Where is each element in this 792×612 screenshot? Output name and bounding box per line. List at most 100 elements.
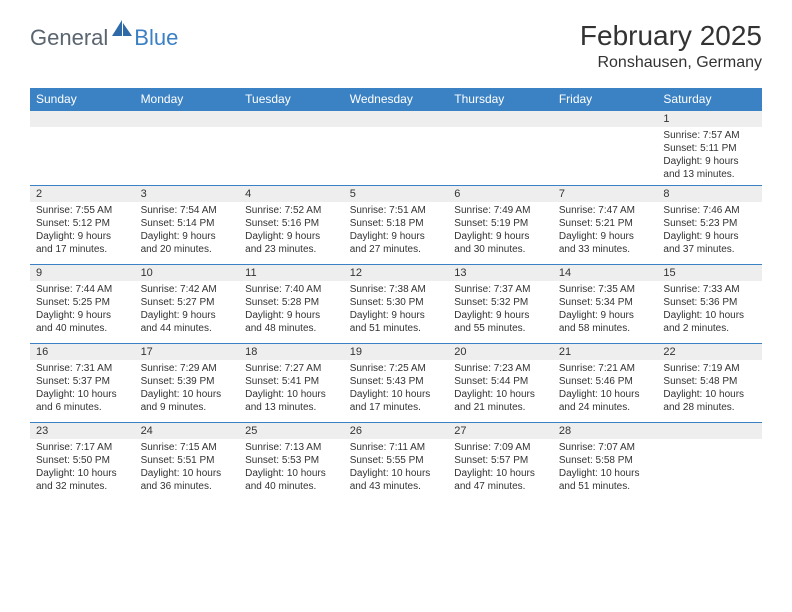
day-number: 26 xyxy=(344,423,449,439)
sunrise-text: Sunrise: 7:33 AM xyxy=(663,283,756,296)
day-body: Sunrise: 7:49 AMSunset: 5:19 PMDaylight:… xyxy=(448,202,553,260)
sunset-text: Sunset: 5:23 PM xyxy=(663,217,756,230)
day-body: Sunrise: 7:23 AMSunset: 5:44 PMDaylight:… xyxy=(448,360,553,418)
day-cell: 16Sunrise: 7:31 AMSunset: 5:37 PMDayligh… xyxy=(30,344,135,422)
day-cell xyxy=(448,111,553,185)
day-number xyxy=(448,111,553,127)
day-body: Sunrise: 7:29 AMSunset: 5:39 PMDaylight:… xyxy=(135,360,240,418)
logo-text-general: General xyxy=(30,25,108,51)
day-number: 24 xyxy=(135,423,240,439)
daylight-text: Daylight: 10 hours and 43 minutes. xyxy=(350,467,443,493)
daylight-text: Daylight: 10 hours and 6 minutes. xyxy=(36,388,129,414)
day-body: Sunrise: 7:40 AMSunset: 5:28 PMDaylight:… xyxy=(239,281,344,339)
day-cell: 17Sunrise: 7:29 AMSunset: 5:39 PMDayligh… xyxy=(135,344,240,422)
day-cell: 18Sunrise: 7:27 AMSunset: 5:41 PMDayligh… xyxy=(239,344,344,422)
sunset-text: Sunset: 5:44 PM xyxy=(454,375,547,388)
day-cell: 13Sunrise: 7:37 AMSunset: 5:32 PMDayligh… xyxy=(448,265,553,343)
sunrise-text: Sunrise: 7:46 AM xyxy=(663,204,756,217)
day-number: 15 xyxy=(657,265,762,281)
daylight-text: Daylight: 9 hours and 20 minutes. xyxy=(141,230,234,256)
day-number: 27 xyxy=(448,423,553,439)
day-cell xyxy=(239,111,344,185)
daylight-text: Daylight: 10 hours and 40 minutes. xyxy=(245,467,338,493)
daylight-text: Daylight: 9 hours and 13 minutes. xyxy=(663,155,756,181)
sunrise-text: Sunrise: 7:42 AM xyxy=(141,283,234,296)
day-number: 28 xyxy=(553,423,658,439)
day-number xyxy=(657,423,762,439)
sunset-text: Sunset: 5:21 PM xyxy=(559,217,652,230)
daylight-text: Daylight: 10 hours and 36 minutes. xyxy=(141,467,234,493)
day-cell: 21Sunrise: 7:21 AMSunset: 5:46 PMDayligh… xyxy=(553,344,658,422)
dow-cell: Thursday xyxy=(448,88,553,110)
day-number: 5 xyxy=(344,186,449,202)
day-number: 9 xyxy=(30,265,135,281)
sunset-text: Sunset: 5:12 PM xyxy=(36,217,129,230)
day-body: Sunrise: 7:09 AMSunset: 5:57 PMDaylight:… xyxy=(448,439,553,497)
day-number: 10 xyxy=(135,265,240,281)
sunset-text: Sunset: 5:11 PM xyxy=(663,142,756,155)
daylight-text: Daylight: 9 hours and 58 minutes. xyxy=(559,309,652,335)
day-number: 7 xyxy=(553,186,658,202)
sunset-text: Sunset: 5:48 PM xyxy=(663,375,756,388)
day-body: Sunrise: 7:07 AMSunset: 5:58 PMDaylight:… xyxy=(553,439,658,497)
day-cell: 20Sunrise: 7:23 AMSunset: 5:44 PMDayligh… xyxy=(448,344,553,422)
day-cell: 12Sunrise: 7:38 AMSunset: 5:30 PMDayligh… xyxy=(344,265,449,343)
day-cell: 10 Sunrise: 7:42 AMSunset: 5:27 PMDayligh… xyxy=(135,265,240,343)
day-cell: 4Sunrise: 7:52 AMSunset: 5:16 PMDaylight… xyxy=(239,186,344,264)
daylight-text: Daylight: 9 hours and 44 minutes. xyxy=(141,309,234,335)
day-number: 1 xyxy=(657,111,762,127)
sunrise-text: Sunrise: 7:52 AM xyxy=(245,204,338,217)
week-row: 23Sunrise: 7:17 AMSunset: 5:50 PMDayligh… xyxy=(30,422,762,501)
day-number: 2 xyxy=(30,186,135,202)
sail-icon xyxy=(112,20,132,41)
day-body: Sunrise: 7:25 AMSunset: 5:43 PMDaylight:… xyxy=(344,360,449,418)
day-cell: 15Sunrise: 7:33 AMSunset: 5:36 PMDayligh… xyxy=(657,265,762,343)
sunset-text: Sunset: 5:37 PM xyxy=(36,375,129,388)
sunset-text: Sunset: 5:39 PM xyxy=(141,375,234,388)
day-cell: 14Sunrise: 7:35 AMSunset: 5:34 PMDayligh… xyxy=(553,265,658,343)
day-number xyxy=(239,111,344,127)
week-row: 9Sunrise: 7:44 AMSunset: 5:25 PMDaylight… xyxy=(30,264,762,343)
sunrise-text: Sunrise: 7:13 AM xyxy=(245,441,338,454)
day-number: 19 xyxy=(344,344,449,360)
day-body: Sunrise: 7:31 AMSunset: 5:37 PMDaylight:… xyxy=(30,360,135,418)
sunrise-text: Sunrise: 7:19 AM xyxy=(663,362,756,375)
day-cell: 8Sunrise: 7:46 AMSunset: 5:23 PMDaylight… xyxy=(657,186,762,264)
day-cell: 1Sunrise: 7:57 AMSunset: 5:11 PMDaylight… xyxy=(657,111,762,185)
day-cell: 28Sunrise: 7:07 AMSunset: 5:58 PMDayligh… xyxy=(553,423,658,501)
day-body: Sunrise: 7:52 AMSunset: 5:16 PMDaylight:… xyxy=(239,202,344,260)
day-body: Sunrise: 7:13 AMSunset: 5:53 PMDaylight:… xyxy=(239,439,344,497)
sunset-text: Sunset: 5:14 PM xyxy=(141,217,234,230)
day-number: 6 xyxy=(448,186,553,202)
logo: General Blue xyxy=(30,20,178,55)
day-number xyxy=(553,111,658,127)
day-body: Sunrise: 7:47 AMSunset: 5:21 PMDaylight:… xyxy=(553,202,658,260)
sunset-text: Sunset: 5:43 PM xyxy=(350,375,443,388)
week-row: 1Sunrise: 7:57 AMSunset: 5:11 PMDaylight… xyxy=(30,110,762,185)
day-number: 3 xyxy=(135,186,240,202)
sunset-text: Sunset: 5:16 PM xyxy=(245,217,338,230)
daylight-text: Daylight: 9 hours and 23 minutes. xyxy=(245,230,338,256)
daylight-text: Daylight: 10 hours and 28 minutes. xyxy=(663,388,756,414)
day-number: 4 xyxy=(239,186,344,202)
day-number: 16 xyxy=(30,344,135,360)
sunrise-text: Sunrise: 7:27 AM xyxy=(245,362,338,375)
sunrise-text: Sunrise: 7:25 AM xyxy=(350,362,443,375)
daylight-text: Daylight: 10 hours and 13 minutes. xyxy=(245,388,338,414)
sunrise-text: Sunrise: 7:51 AM xyxy=(350,204,443,217)
sunset-text: Sunset: 5:28 PM xyxy=(245,296,338,309)
day-number: 17 xyxy=(135,344,240,360)
daylight-text: Daylight: 10 hours and 2 minutes. xyxy=(663,309,756,335)
sunset-text: Sunset: 5:27 PM xyxy=(141,296,234,309)
daylight-text: Daylight: 9 hours and 48 minutes. xyxy=(245,309,338,335)
day-cell xyxy=(30,111,135,185)
daylight-text: Daylight: 9 hours and 30 minutes. xyxy=(454,230,547,256)
day-cell: 11Sunrise: 7:40 AMSunset: 5:28 PMDayligh… xyxy=(239,265,344,343)
day-number xyxy=(344,111,449,127)
daylight-text: Daylight: 9 hours and 37 minutes. xyxy=(663,230,756,256)
day-number: 20 xyxy=(448,344,553,360)
daylight-text: Daylight: 10 hours and 21 minutes. xyxy=(454,388,547,414)
dow-cell: Wednesday xyxy=(344,88,449,110)
day-cell: 9Sunrise: 7:44 AMSunset: 5:25 PMDaylight… xyxy=(30,265,135,343)
day-number: 22 xyxy=(657,344,762,360)
